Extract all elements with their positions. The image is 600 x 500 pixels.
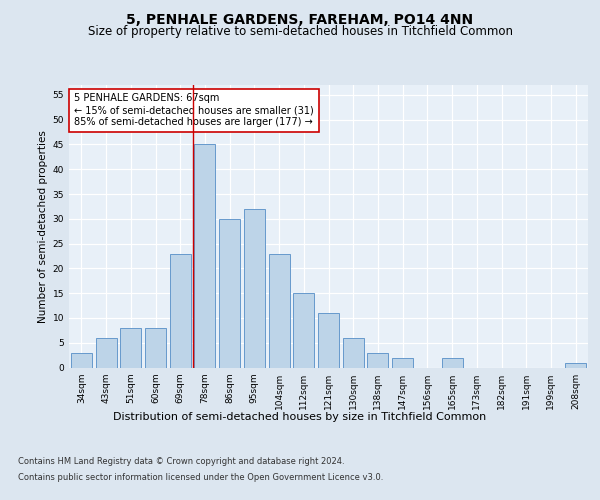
- Text: 5, PENHALE GARDENS, FAREHAM, PO14 4NN: 5, PENHALE GARDENS, FAREHAM, PO14 4NN: [127, 12, 473, 26]
- Bar: [71, 352, 92, 368]
- Bar: [194, 144, 215, 368]
- Bar: [293, 293, 314, 368]
- Bar: [120, 328, 141, 368]
- Bar: [442, 358, 463, 368]
- Text: Contains public sector information licensed under the Open Government Licence v3: Contains public sector information licen…: [18, 472, 383, 482]
- Bar: [219, 219, 240, 368]
- Bar: [565, 362, 586, 368]
- Bar: [95, 338, 116, 368]
- Bar: [170, 254, 191, 368]
- Bar: [145, 328, 166, 368]
- Bar: [367, 352, 388, 368]
- Bar: [318, 313, 339, 368]
- Text: Contains HM Land Registry data © Crown copyright and database right 2024.: Contains HM Land Registry data © Crown c…: [18, 458, 344, 466]
- Text: 5 PENHALE GARDENS: 67sqm
← 15% of semi-detached houses are smaller (31)
85% of s: 5 PENHALE GARDENS: 67sqm ← 15% of semi-d…: [74, 94, 314, 126]
- Bar: [343, 338, 364, 368]
- Bar: [244, 209, 265, 368]
- Text: Size of property relative to semi-detached houses in Titchfield Common: Size of property relative to semi-detach…: [88, 25, 512, 38]
- Text: Distribution of semi-detached houses by size in Titchfield Common: Distribution of semi-detached houses by …: [113, 412, 487, 422]
- Bar: [269, 254, 290, 368]
- Y-axis label: Number of semi-detached properties: Number of semi-detached properties: [38, 130, 49, 322]
- Bar: [392, 358, 413, 368]
